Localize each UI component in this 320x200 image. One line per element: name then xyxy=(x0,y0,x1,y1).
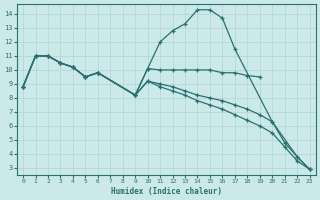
X-axis label: Humidex (Indice chaleur): Humidex (Indice chaleur) xyxy=(111,187,222,196)
